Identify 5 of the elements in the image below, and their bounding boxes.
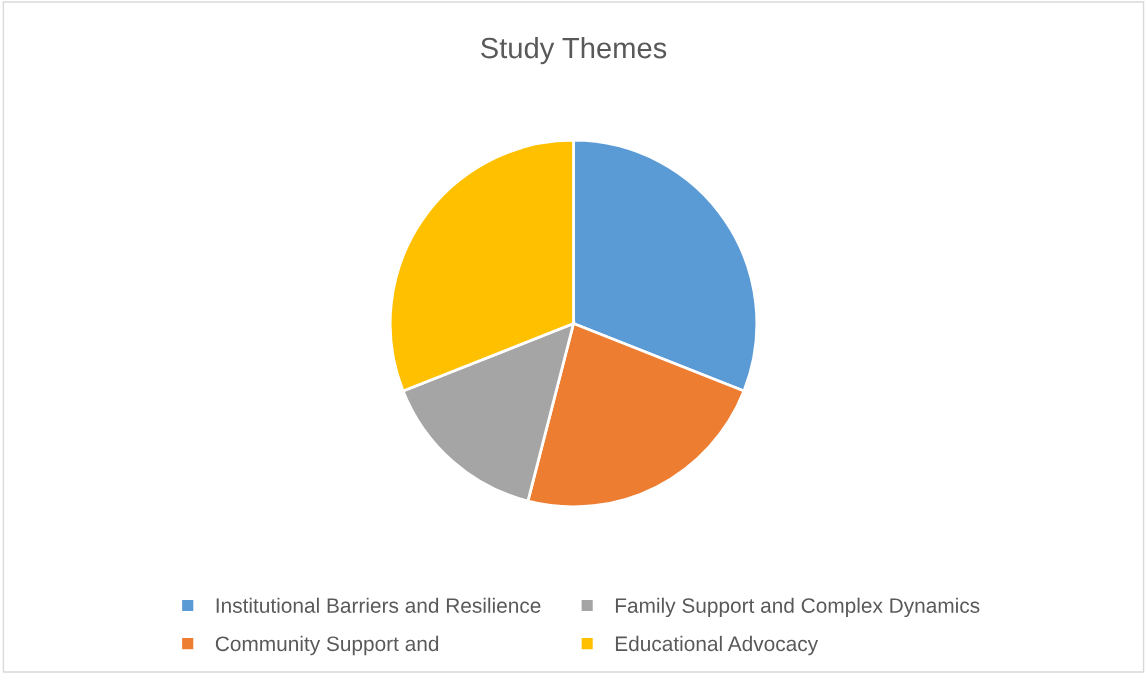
legend-label: Institutional Barriers and Resilience [216, 597, 541, 613]
chart-title: Study Themes [481, 36, 667, 65]
legend-label: Family Support and Complex Dynamics [615, 597, 980, 618]
legend-label: Community Support and [215, 635, 439, 656]
legend-label: Educational Advocacy [615, 635, 819, 656]
